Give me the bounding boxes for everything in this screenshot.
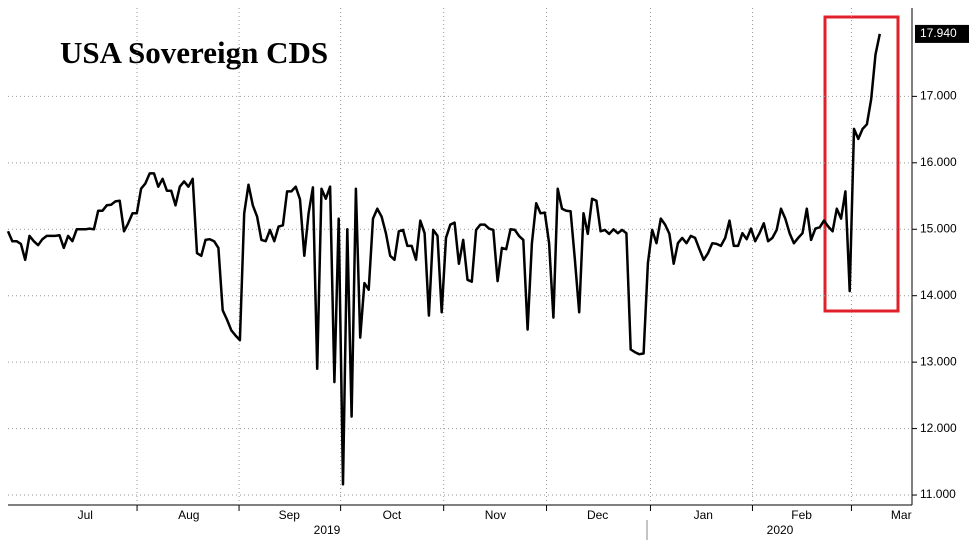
year-label: 2019 — [314, 523, 341, 537]
x-tick-label: Sep — [279, 508, 301, 522]
y-tick-label: 13.000 — [920, 354, 957, 368]
y-tick-label: 15.000 — [920, 221, 957, 235]
y-tick-label: 11.000 — [920, 487, 956, 501]
x-tick-label: Mar — [891, 508, 912, 522]
y-tick-label: 16.000 — [920, 155, 957, 169]
data-line — [6, 33, 882, 486]
x-tick-label: Feb — [791, 508, 812, 522]
x-tick-label: Jan — [694, 508, 713, 522]
last-value-label: 17.940 — [920, 26, 957, 40]
y-tick-label: 17.000 — [920, 89, 957, 103]
x-tick-label: Aug — [178, 508, 199, 522]
last-value-box — [915, 24, 969, 43]
highlight-box — [823, 15, 900, 313]
y-tick-label: 14.000 — [920, 288, 957, 302]
x-tick-label: Jul — [78, 508, 93, 522]
chart-title: USA Sovereign CDS — [60, 35, 328, 70]
year-label: 2020 — [767, 523, 794, 537]
x-tick-label: Oct — [383, 508, 402, 522]
x-tick-label: Nov — [485, 508, 506, 522]
x-tick-label: Dec — [587, 508, 608, 522]
y-tick-label: 12.000 — [920, 421, 957, 435]
